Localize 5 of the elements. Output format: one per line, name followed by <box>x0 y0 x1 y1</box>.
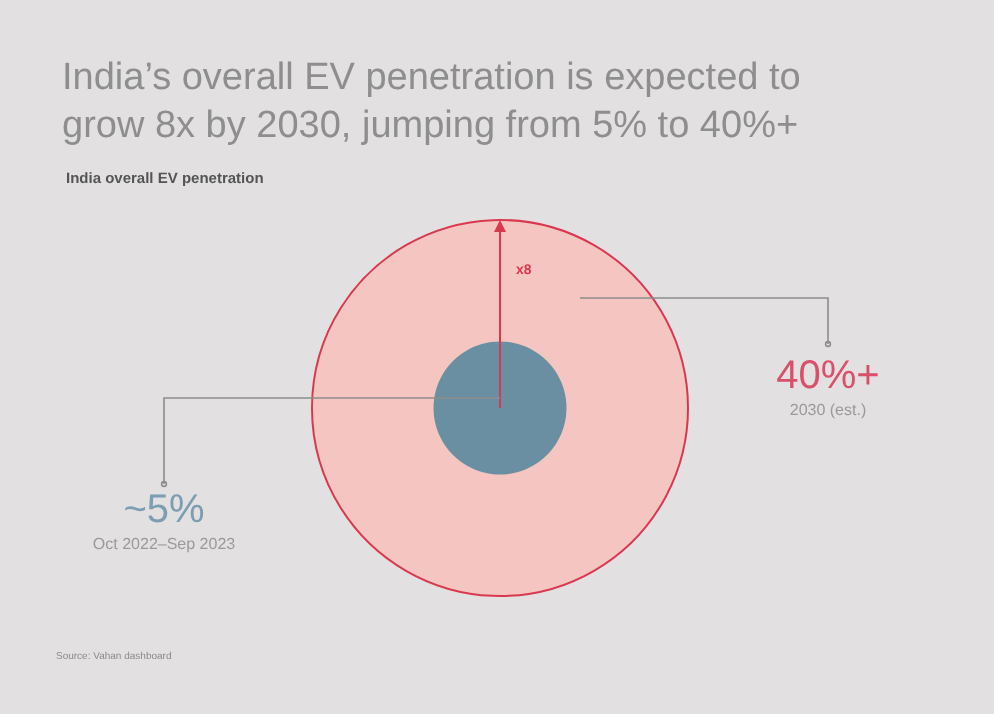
data-label: 40%+ <box>776 354 880 398</box>
category-label: 2030 (est.) <box>789 401 867 419</box>
text: India’s overall EV penetration is expected to grow 8x by 2030, jumping from 5% to 40%+ <box>62 57 812 147</box>
category-label: Oct 2022–Sep 2023 <box>92 535 237 553</box>
data-label: ~5% <box>123 488 206 532</box>
